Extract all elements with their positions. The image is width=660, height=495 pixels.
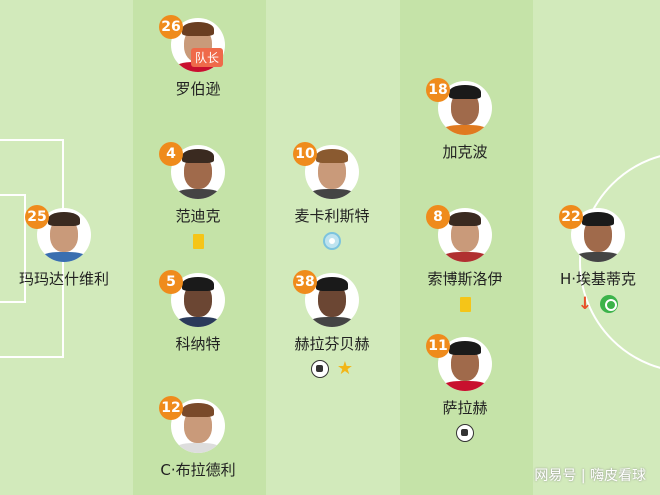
player-name: 科纳特 (175, 335, 221, 353)
avatar (305, 145, 359, 199)
avatar (571, 208, 625, 262)
player-name: 加克波 (442, 143, 488, 161)
player-name: H·埃基蒂克 (559, 270, 637, 288)
player-card[interactable]: 38 赫拉芬贝赫 ★ (267, 270, 397, 379)
goal-icon (456, 424, 474, 442)
substitution-icon (600, 295, 619, 313)
jersey-number: 12 (159, 396, 183, 420)
player-card[interactable]: 10 麦卡利斯特 (267, 142, 397, 250)
player-card[interactable]: 5 科纳特 (133, 270, 263, 354)
player-name: 玛玛达什维利 (18, 270, 109, 288)
substituted-off-arrow-icon: ↓ (577, 294, 593, 314)
player-card[interactable]: 8 索博斯洛伊 (400, 205, 530, 313)
player-card[interactable]: 11 萨拉赫 (400, 334, 530, 442)
watermark: 网易号 | 嗨皮看球 (534, 468, 646, 484)
jersey-number: 11 (426, 334, 450, 358)
player-name: 赫拉芬贝赫 (294, 335, 370, 353)
assist-icon (323, 232, 341, 250)
player-card[interactable]: 12 C·布拉德利 (133, 396, 263, 480)
yellow-card-icon (192, 233, 204, 249)
player-card[interactable]: 25 玛玛达什维利 (0, 205, 129, 289)
goal-icon (310, 360, 329, 378)
jersey-number: 22 (559, 205, 583, 229)
avatar (438, 337, 492, 391)
player-name: C·布拉德利 (160, 461, 236, 479)
yellow-card-icon (459, 296, 471, 312)
player-card[interactable]: 22 H·埃基蒂克 ↓ (533, 205, 660, 314)
player-card[interactable]: 18 加克波 (400, 78, 530, 162)
player-name: 罗伯逊 (175, 80, 221, 98)
jersey-number: 5 (159, 270, 183, 294)
jersey-number: 18 (426, 78, 450, 102)
player-name: 麦卡利斯特 (294, 207, 370, 225)
jersey-number: 10 (293, 142, 317, 166)
player-name: 范迪克 (175, 207, 221, 225)
jersey-number: 8 (426, 205, 450, 229)
jersey-number: 26 (159, 15, 183, 39)
captain-badge: 队长 (191, 48, 224, 67)
jersey-number: 38 (293, 270, 317, 294)
player-card[interactable]: 4 范迪克 (133, 142, 263, 250)
player-card[interactable]: 26 队长 罗伯逊 (133, 15, 263, 99)
player-name: 萨拉赫 (442, 399, 488, 417)
jersey-number: 25 (25, 205, 49, 229)
avatar (37, 208, 91, 262)
jersey-number: 4 (159, 142, 183, 166)
player-name: 索博斯洛伊 (427, 270, 503, 288)
star-icon: ★ (336, 358, 354, 379)
